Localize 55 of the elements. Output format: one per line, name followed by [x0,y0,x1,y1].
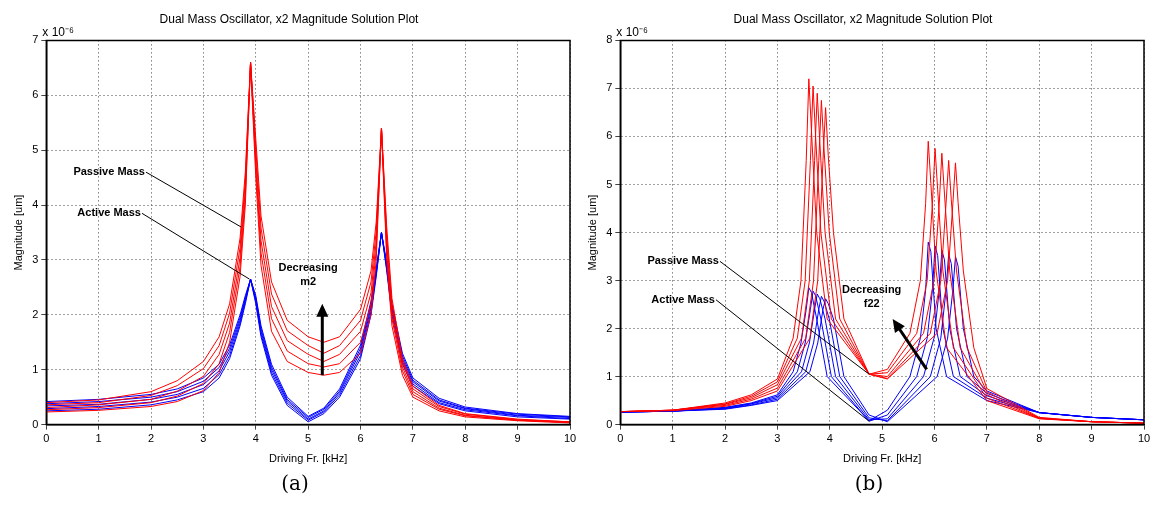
x-tick-label: 3 [200,432,207,445]
x-tick-label: 1 [669,432,676,445]
y-tick-label: 4 [32,198,39,211]
y-tick-label: 2 [32,307,39,320]
y-tick-label: 3 [606,273,613,286]
y-tick-label: 4 [606,225,613,238]
x-tick-label: 3 [774,432,781,445]
y-tick-label: 8 [606,33,613,46]
x-tick-label: 2 [147,432,155,445]
annotation: Passive Mass [73,165,145,178]
y-tick-label: 1 [32,362,39,375]
x-tick-label: 7 [409,432,416,445]
x-tick-label: 9 [1088,432,1095,445]
annotation: Decreasing f22 [842,283,902,310]
text: x 10⁻⁶ [42,24,74,39]
annotation: Active Mass [651,292,715,305]
x-axis-title: Driving Fr. [kHz] [843,452,922,465]
y-tick-label: 6 [32,88,39,101]
x-tick-label: 1 [95,432,102,445]
x-tick-label: 2 [721,432,729,445]
chart-title: Dual Mass Oscillator, x2 Magnitude Solution Plot [733,11,994,26]
x-tick-label: 5 [879,432,886,445]
y-tick-label: 1 [606,369,613,382]
x-tick-label: 7 [983,432,990,445]
y-tick-label: 5 [606,177,613,190]
x-tick-label: 5 [305,432,312,445]
annotation: Active Mass [77,206,141,219]
y-axis-title: Magnitude [um] [11,194,24,271]
x-tick-label: 6 [931,432,938,445]
x-tick-label: 0 [617,432,624,445]
x-tick-label: 4 [252,432,259,445]
y-tick-label: 0 [606,417,613,430]
annotation: Passive Mass [647,254,719,267]
x-tick-label: 4 [826,432,833,445]
y-tick-label: 0 [32,417,39,430]
y-tick-label: 7 [32,33,39,46]
text: x 10⁻⁶ [616,24,648,39]
y-tick-label: 6 [606,129,613,142]
x-tick-label: 10 [1137,432,1151,445]
x-tick-label: 9 [514,432,521,445]
x-tick-label: 6 [357,432,364,445]
y-tick-label: 2 [606,321,613,334]
y-tick-label: 7 [606,81,613,94]
x-tick-label: 10 [563,432,577,445]
text: (a) [280,470,310,496]
text: (b) [853,470,885,496]
y-tick-label: 3 [32,252,39,265]
x-tick-label: 8 [462,432,469,445]
chart-title: Dual Mass Oscillator, x2 Magnitude Solution Plot [159,11,420,26]
x-axis-title: Driving Fr. [kHz] [269,452,348,465]
y-tick-label: 5 [32,143,39,156]
x-tick-label: 0 [43,432,50,445]
x-tick-label: 8 [1036,432,1043,445]
annotation: Decreasing m2 [278,261,338,288]
y-axis-title: Magnitude [um] [585,194,598,271]
